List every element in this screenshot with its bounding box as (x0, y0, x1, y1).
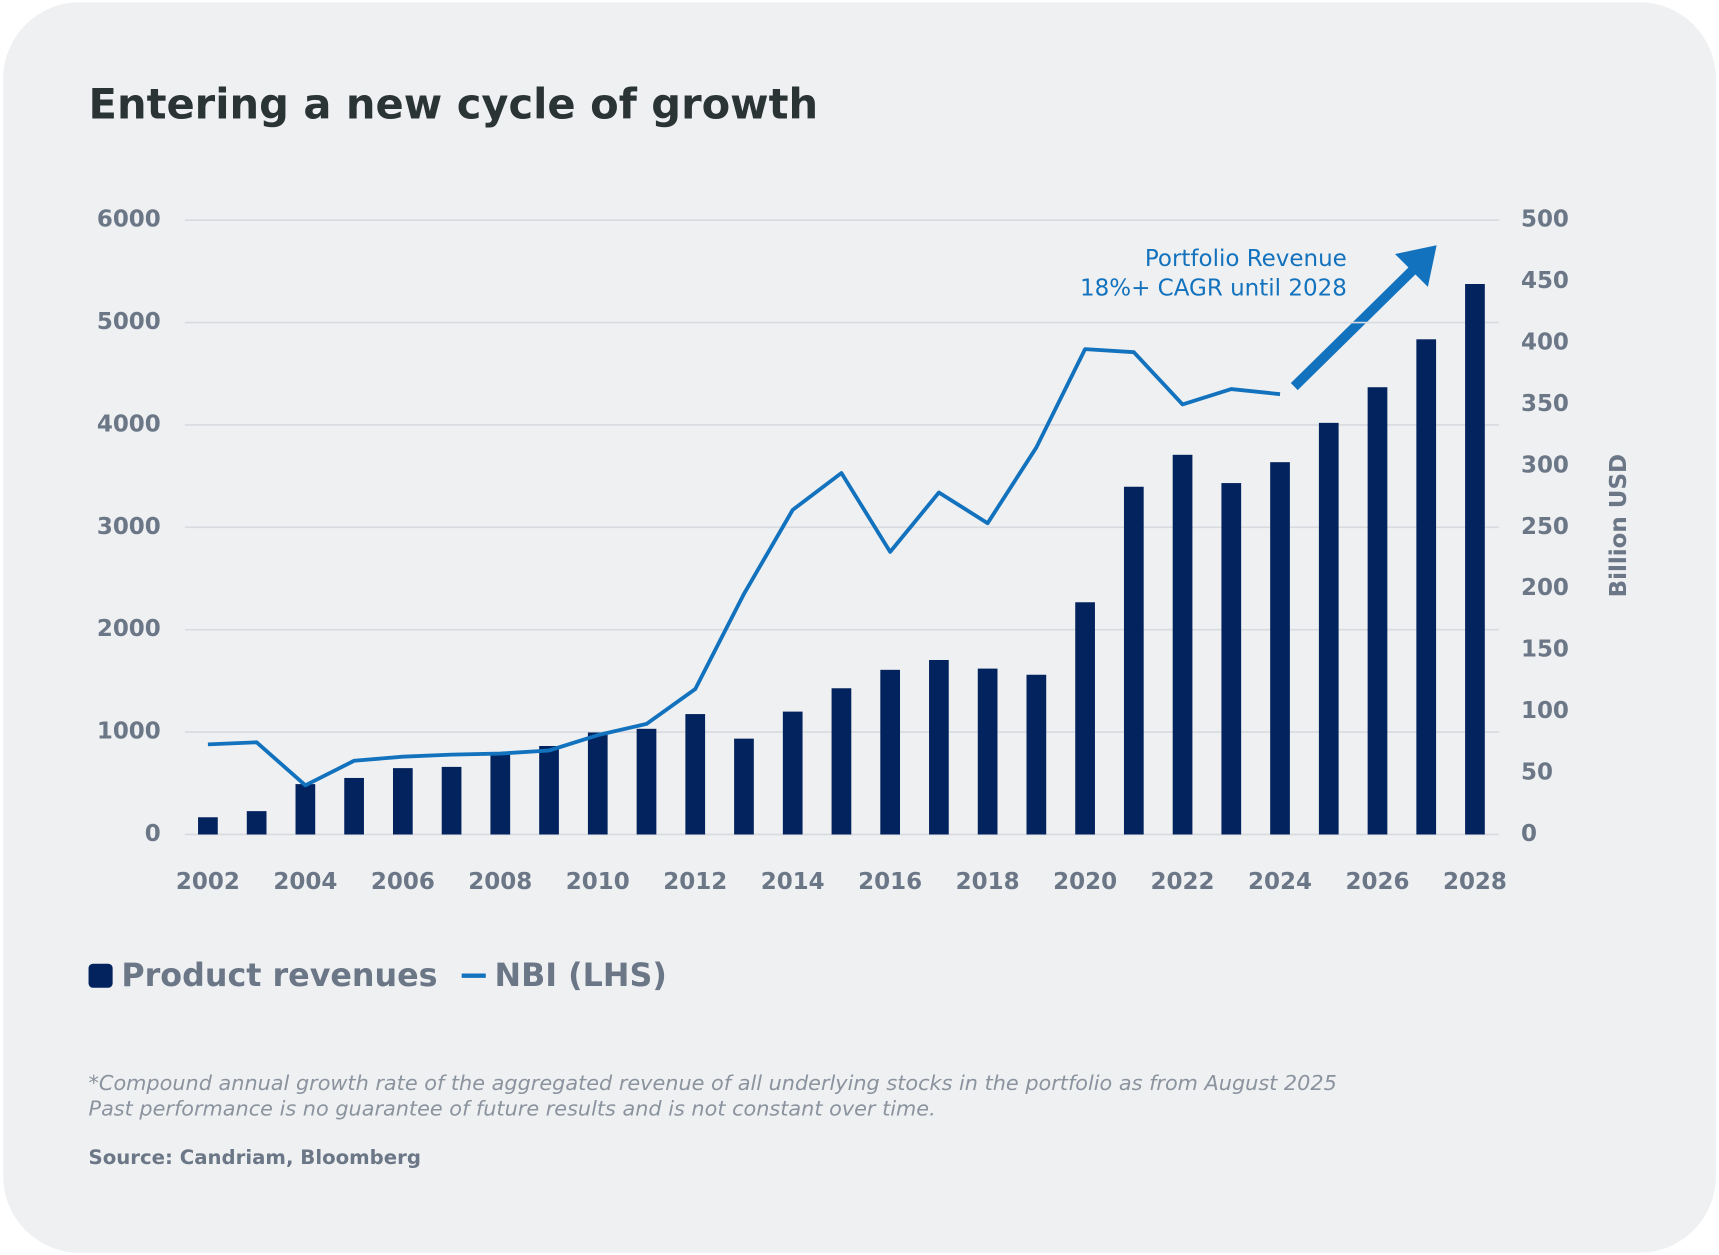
y2-tick-label: 150 (1521, 637, 1569, 663)
y2-tick-label: 400 (1521, 329, 1569, 355)
legend-label: Product revenues (121, 958, 437, 994)
y2-tick-label: 100 (1521, 698, 1569, 724)
x-tick-label: 2028 (1443, 869, 1507, 895)
y-tick-label: 1000 (97, 719, 161, 745)
bar (1123, 486, 1144, 835)
y2-tick-label: 300 (1521, 452, 1569, 478)
y2-tick-label: 250 (1521, 514, 1569, 540)
bar (685, 714, 706, 835)
bar (1221, 483, 1242, 835)
x-tick-label: 2016 (858, 869, 922, 895)
x-tick-label: 2012 (663, 869, 727, 895)
y2-tick-label: 350 (1521, 391, 1569, 417)
x-tick-label: 2006 (371, 869, 435, 895)
legend-swatch (88, 963, 113, 988)
bar (198, 817, 218, 835)
bar (1026, 674, 1047, 835)
legend-label: NBI (LHS) (495, 958, 667, 994)
bar (1270, 462, 1290, 835)
x-tick-label: 2014 (761, 869, 825, 895)
growth-arrow (1290, 245, 1437, 391)
bar (782, 711, 803, 835)
bar (734, 738, 754, 835)
bar (1416, 339, 1437, 835)
y-tick-label: 4000 (97, 411, 161, 437)
y-tick-label: 3000 (97, 514, 161, 540)
bar (880, 669, 901, 835)
bar (587, 732, 608, 835)
x-tick-label: 2008 (468, 869, 532, 895)
bar (490, 753, 511, 835)
bar (929, 659, 949, 835)
bar (344, 777, 364, 835)
x-tick-label: 2004 (273, 869, 337, 895)
bar (1318, 422, 1339, 835)
bar (441, 766, 462, 835)
x-tick-label: 2024 (1248, 869, 1312, 895)
bar (831, 688, 852, 835)
card (3, 2, 1716, 1253)
y-tick-label: 5000 (97, 309, 161, 335)
bar (1172, 454, 1193, 835)
bar (977, 668, 998, 835)
x-tick-label: 2002 (176, 869, 240, 895)
bar (1075, 602, 1095, 835)
annotation: Portfolio Revenue (1145, 246, 1347, 272)
bar (392, 768, 413, 835)
y2-tick-label: 500 (1521, 207, 1569, 233)
y2-tick-label: 50 (1521, 760, 1553, 786)
bar (539, 746, 559, 835)
line (207, 347, 1281, 788)
y2-tick-label: 0 (1521, 821, 1537, 847)
footnote: Past performance is no guarantee of futu… (89, 1096, 936, 1120)
y2-tick-label: 200 (1521, 575, 1569, 601)
y-tick-label: 2000 (97, 616, 161, 642)
bar (246, 811, 267, 835)
x-tick-label: 2018 (956, 869, 1020, 895)
chart-title: Entering a new cycle of growth (89, 79, 819, 128)
y2-tick-label: 450 (1521, 268, 1569, 294)
y-tick-label: 0 (145, 821, 161, 847)
x-tick-label: 2020 (1053, 869, 1117, 895)
footnote: *Compound annual growth rate of the aggr… (89, 1071, 1337, 1095)
bar (636, 728, 657, 835)
x-tick-label: 2022 (1151, 869, 1215, 895)
bar (1367, 387, 1388, 835)
y2-axis-label: Billion USD (1606, 454, 1632, 597)
bar (1465, 284, 1485, 835)
bar (295, 784, 316, 835)
y-tick-label: 6000 (97, 207, 161, 233)
annotation: 18%+ CAGR until 2028 (1080, 276, 1347, 302)
x-tick-label: 2026 (1345, 869, 1409, 895)
source: Source: Candriam, Bloomberg (89, 1146, 421, 1169)
x-tick-label: 2010 (566, 869, 630, 895)
